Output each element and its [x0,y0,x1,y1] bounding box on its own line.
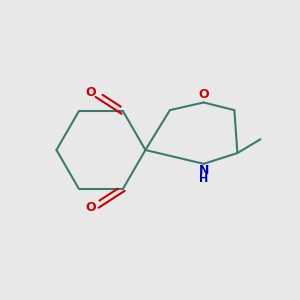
Text: O: O [198,88,209,101]
Text: O: O [85,86,96,99]
Text: O: O [85,201,96,214]
Text: H: H [199,173,208,184]
Text: N: N [199,164,209,177]
